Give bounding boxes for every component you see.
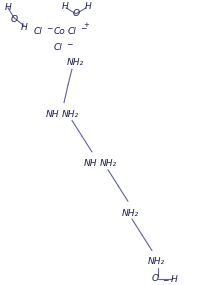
Text: −: − xyxy=(162,276,168,285)
Text: NH₂: NH₂ xyxy=(100,159,117,168)
Text: H: H xyxy=(85,2,92,11)
Text: Cl: Cl xyxy=(68,27,77,36)
Text: NH₂: NH₂ xyxy=(148,257,165,266)
Text: −: − xyxy=(66,40,72,49)
Text: NH: NH xyxy=(46,110,60,119)
Text: −: − xyxy=(46,24,52,33)
Text: NH₂: NH₂ xyxy=(67,58,84,67)
Text: Cl: Cl xyxy=(54,43,63,52)
Text: H: H xyxy=(171,275,178,284)
Text: Cl: Cl xyxy=(34,27,43,36)
Text: NH₂: NH₂ xyxy=(122,209,139,218)
Text: −: − xyxy=(80,24,86,33)
Text: O: O xyxy=(73,9,80,18)
Text: H: H xyxy=(21,23,28,32)
Text: O: O xyxy=(152,274,159,283)
Text: H: H xyxy=(62,2,69,11)
Text: +: + xyxy=(83,22,89,28)
Text: O: O xyxy=(11,15,18,24)
Text: NH: NH xyxy=(84,159,97,168)
Text: Co: Co xyxy=(54,27,66,36)
Text: NH₂: NH₂ xyxy=(62,110,79,119)
Text: H: H xyxy=(5,3,12,12)
